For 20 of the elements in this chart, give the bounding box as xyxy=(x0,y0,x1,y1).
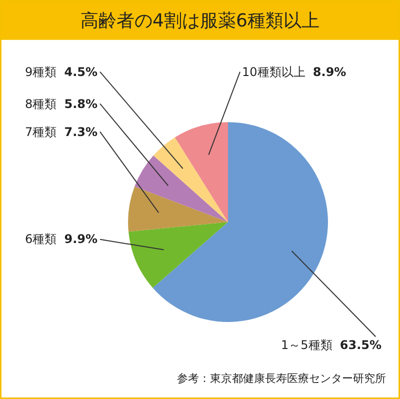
data-label: 63.5% xyxy=(340,338,382,352)
data-label: 9.9% xyxy=(64,232,98,246)
pie-slice xyxy=(134,156,228,222)
slice-label: 1～5種類 xyxy=(281,338,332,352)
pie-slice xyxy=(152,122,328,322)
slice-label: 6種類 xyxy=(25,232,57,246)
data-label: 4.5% xyxy=(64,65,98,79)
slice-label: 8種類 xyxy=(25,97,57,111)
pie-slice xyxy=(128,186,228,232)
chart-title: 高齢者の4割は服薬6種類以上 xyxy=(80,10,320,32)
text: 参考：東京都健康長寿医療センター研究所 xyxy=(177,372,386,385)
data-label: 5.8% xyxy=(64,97,98,111)
data-label: 7.3% xyxy=(64,125,98,139)
slice-label: 9種類 xyxy=(25,65,57,79)
pie-slice xyxy=(153,137,228,222)
slice-label: 7種類 xyxy=(25,125,57,139)
data-label: 8.9% xyxy=(312,65,346,79)
slice-label: 10種類以上 xyxy=(242,65,306,79)
pie-slice xyxy=(174,122,228,222)
pie-slice xyxy=(128,222,228,288)
